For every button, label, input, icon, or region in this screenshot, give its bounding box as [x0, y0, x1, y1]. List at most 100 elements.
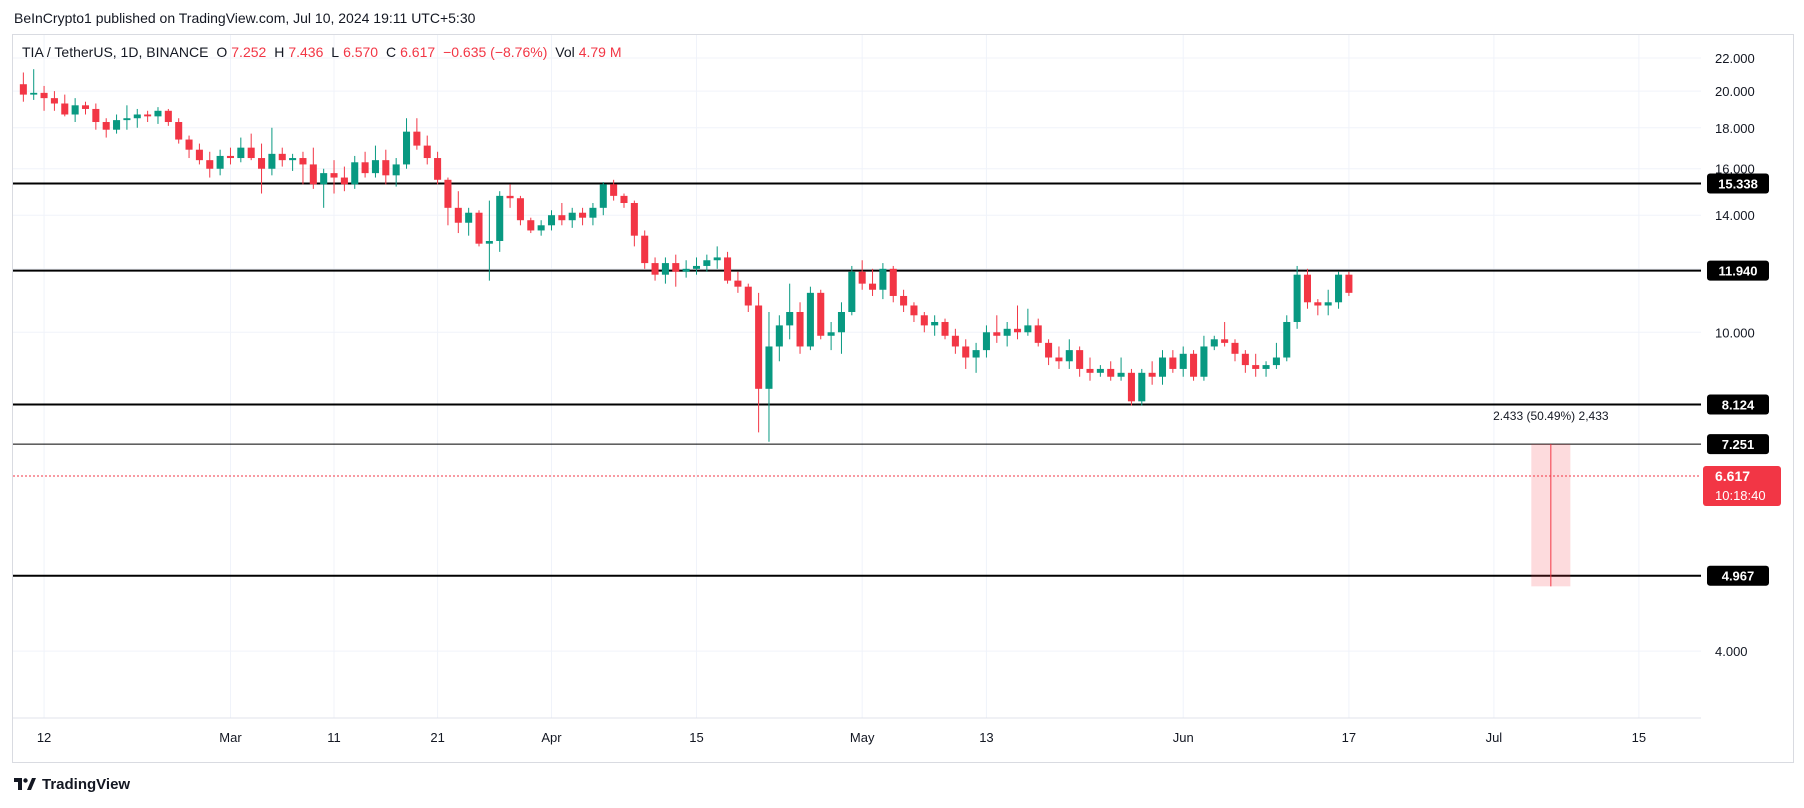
candle-body — [465, 212, 473, 223]
close-value: 6.617 — [400, 44, 436, 60]
close-label: C — [386, 44, 397, 60]
candle-body — [320, 173, 328, 185]
candle-body — [869, 283, 877, 290]
measure-label: 2.433 (50.49%) 2,433 — [1493, 409, 1609, 423]
candle-body — [496, 195, 504, 241]
x-tick-label: Jun — [1173, 730, 1194, 745]
candle-body — [144, 114, 152, 117]
candle-body — [268, 153, 276, 169]
candle-body — [30, 92, 38, 95]
candle-body — [527, 220, 535, 231]
level-price-label: 7.251 — [1722, 437, 1755, 452]
candle-body — [1127, 372, 1135, 402]
x-tick-label: 12 — [37, 730, 51, 745]
candle-body — [827, 332, 835, 336]
candle-body — [216, 155, 224, 169]
level-price-tag — [1707, 394, 1769, 415]
candle-body — [579, 212, 587, 218]
tradingview-logo-icon — [14, 777, 36, 790]
chart-pane[interactable]: 4.00010.00012.00014.00016.00018.00020.00… — [12, 34, 1794, 763]
level-price-label: 15.338 — [1718, 176, 1758, 191]
candle-body — [1200, 346, 1208, 377]
candle-body — [351, 162, 359, 185]
y-tick-label: 4.000 — [1715, 644, 1748, 659]
volume-label: Vol — [555, 44, 575, 60]
open-label: O — [216, 44, 228, 60]
candle-body — [123, 118, 131, 121]
symbol-legend: TIA / TetherUS, 1D, BINANCE O 7.252 H 7.43… — [22, 44, 626, 60]
candle-body — [237, 147, 245, 159]
candle-body — [1024, 325, 1032, 333]
candle-body — [620, 195, 628, 203]
candle-body — [40, 92, 48, 99]
candle-body — [133, 114, 141, 119]
candle-body — [724, 257, 732, 281]
low-label: L — [331, 44, 340, 60]
candle-body — [289, 158, 297, 161]
candle-body — [1003, 328, 1011, 336]
candle-body — [931, 321, 939, 326]
candle-body — [1231, 342, 1239, 354]
y-tick-label: 18.000 — [1715, 121, 1755, 136]
candle-body — [382, 160, 390, 176]
x-tick-label: 13 — [979, 730, 993, 745]
candle-body — [879, 268, 887, 290]
open-value: 7.252 — [231, 44, 267, 60]
candle-body — [765, 346, 773, 389]
candle-body — [102, 122, 110, 130]
x-tick-label: 21 — [430, 730, 444, 745]
x-tick-label: 15 — [1632, 730, 1646, 745]
x-tick-label: Jul — [1486, 730, 1503, 745]
candle-body — [558, 215, 566, 221]
candle-body — [1283, 321, 1291, 358]
level-price-tag — [1707, 434, 1769, 455]
candle-body — [806, 292, 814, 347]
candle-body — [1086, 368, 1094, 373]
candle-body — [1262, 365, 1270, 369]
volume-value: 4.79 M — [578, 44, 622, 60]
high-label: H — [274, 44, 285, 60]
level-price-label: 11.940 — [1718, 264, 1757, 279]
candle-body — [19, 84, 27, 95]
level-price-tag — [1707, 173, 1769, 194]
candle-body — [1190, 353, 1198, 377]
candle-body — [164, 110, 172, 123]
publisher-line: BeInCrypto1 published on TradingView.com… — [14, 10, 476, 26]
candle-body — [1045, 342, 1053, 358]
candle-body — [485, 240, 493, 244]
candle-body — [113, 120, 121, 130]
candle-body — [81, 105, 90, 109]
change-value: −0.635 (−8.76%) — [443, 44, 548, 60]
x-tick-label: Apr — [541, 730, 562, 745]
candle-body — [1241, 353, 1249, 366]
candle-body — [392, 164, 400, 176]
candle-body — [1148, 372, 1156, 377]
candle-body — [330, 173, 338, 178]
y-tick-label: 20.000 — [1715, 84, 1755, 99]
candle-body — [951, 335, 959, 347]
candle-body — [247, 147, 255, 159]
y-tick-label: 14.000 — [1715, 208, 1755, 223]
tradingview-logo[interactable]: TradingView — [14, 776, 130, 793]
candle-body — [1107, 368, 1115, 377]
candle-body — [568, 212, 576, 221]
candle-body — [1096, 368, 1104, 373]
candle-body — [309, 164, 317, 185]
candle-body — [599, 184, 607, 208]
x-tick-label: 11 — [327, 730, 341, 745]
candle-body — [1293, 274, 1301, 322]
candle-body — [848, 271, 856, 312]
x-tick-label: 17 — [1342, 730, 1356, 745]
candle-body — [734, 280, 742, 287]
candle-body — [744, 286, 752, 306]
candle-body — [837, 311, 845, 333]
high-value: 7.436 — [288, 44, 324, 60]
candle-body — [258, 158, 266, 169]
candle-body — [506, 195, 514, 199]
countdown-label: 10:18:40 — [1715, 488, 1766, 503]
candle-body — [1252, 365, 1260, 369]
candle-body — [1013, 328, 1022, 333]
candle-body — [1324, 302, 1332, 306]
candle-body — [1179, 353, 1187, 369]
candlestick-chart[interactable]: 4.00010.00012.00014.00016.00018.00020.00… — [13, 35, 1793, 762]
